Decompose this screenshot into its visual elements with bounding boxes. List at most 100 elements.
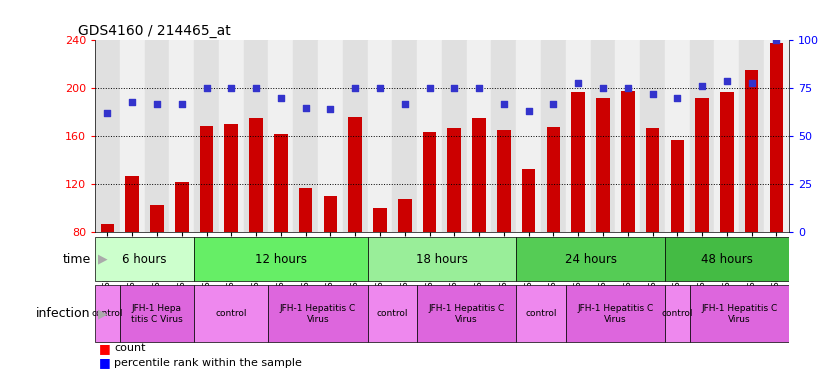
Point xyxy=(497,101,510,107)
Bar xyxy=(126,176,139,232)
Bar xyxy=(417,40,442,232)
Bar xyxy=(665,40,690,232)
Text: ▶: ▶ xyxy=(94,308,107,320)
Bar xyxy=(467,40,491,232)
Bar xyxy=(95,237,194,281)
Text: count: count xyxy=(114,343,145,353)
Bar xyxy=(566,40,591,232)
Bar xyxy=(621,91,634,232)
Bar xyxy=(175,182,188,232)
Bar xyxy=(640,40,665,232)
Point xyxy=(101,110,114,116)
Bar xyxy=(596,98,610,232)
Point xyxy=(695,83,709,89)
Point xyxy=(547,101,560,107)
Bar xyxy=(714,40,739,232)
Text: 48 hours: 48 hours xyxy=(701,253,752,266)
Bar xyxy=(541,40,566,232)
Text: 6 hours: 6 hours xyxy=(122,253,167,266)
Point xyxy=(373,85,387,91)
Point xyxy=(299,104,312,111)
Bar xyxy=(349,117,362,232)
Point xyxy=(596,85,610,91)
Point xyxy=(671,95,684,101)
Bar xyxy=(120,40,145,232)
Text: JFH-1 Hepatitis C
Virus: JFH-1 Hepatitis C Virus xyxy=(280,304,356,324)
Bar xyxy=(423,131,436,232)
Bar xyxy=(764,40,789,232)
Bar xyxy=(497,130,510,232)
Point xyxy=(150,101,164,107)
Point xyxy=(720,78,733,84)
Bar xyxy=(268,40,293,232)
Bar xyxy=(417,285,516,343)
Text: ■: ■ xyxy=(99,342,111,355)
Bar xyxy=(591,40,615,232)
Text: control: control xyxy=(92,310,123,318)
Point xyxy=(472,85,486,91)
Bar xyxy=(368,285,417,343)
Bar xyxy=(249,118,263,232)
Bar xyxy=(665,237,789,281)
Bar xyxy=(491,40,516,232)
Point xyxy=(200,85,213,91)
Bar xyxy=(516,237,665,281)
Text: GDS4160 / 214465_at: GDS4160 / 214465_at xyxy=(78,25,231,38)
Text: JFH-1 Hepatitis C
Virus: JFH-1 Hepatitis C Virus xyxy=(577,304,653,324)
Point xyxy=(423,85,436,91)
Point xyxy=(448,85,461,91)
Bar xyxy=(194,285,268,343)
Bar xyxy=(219,40,244,232)
Bar xyxy=(770,43,783,232)
Bar xyxy=(95,40,120,232)
Bar xyxy=(368,237,516,281)
Text: 24 hours: 24 hours xyxy=(565,253,616,266)
Point xyxy=(324,106,337,113)
Point xyxy=(745,79,758,86)
Bar xyxy=(472,118,486,232)
Point xyxy=(175,101,188,107)
Bar xyxy=(690,285,789,343)
Bar xyxy=(665,285,690,343)
Text: JFH-1 Hepatitis C
Virus: JFH-1 Hepatitis C Virus xyxy=(701,304,777,324)
Text: ■: ■ xyxy=(99,356,111,369)
Bar xyxy=(225,124,238,232)
Bar xyxy=(516,40,541,232)
Bar xyxy=(720,92,733,232)
Text: control: control xyxy=(662,310,693,318)
Text: 12 hours: 12 hours xyxy=(255,253,306,266)
Point xyxy=(621,85,634,91)
Point xyxy=(225,85,238,91)
Bar xyxy=(343,40,368,232)
Bar xyxy=(194,237,368,281)
Point xyxy=(249,85,263,91)
Bar xyxy=(373,208,387,232)
Bar xyxy=(739,40,764,232)
Bar xyxy=(169,40,194,232)
Bar xyxy=(244,40,268,232)
Bar xyxy=(293,40,318,232)
Text: control: control xyxy=(216,310,247,318)
Bar xyxy=(646,128,659,232)
Text: JFH-1 Hepatitis C
Virus: JFH-1 Hepatitis C Virus xyxy=(429,304,505,324)
Text: 18 hours: 18 hours xyxy=(416,253,468,266)
Point xyxy=(398,101,411,107)
Bar xyxy=(690,40,714,232)
Text: control: control xyxy=(525,310,557,318)
Bar xyxy=(268,285,368,343)
Bar xyxy=(368,40,392,232)
Text: time: time xyxy=(63,253,91,266)
Point xyxy=(349,85,362,91)
Point xyxy=(572,79,585,86)
Bar xyxy=(448,128,461,232)
Point xyxy=(522,108,535,114)
Bar xyxy=(615,40,640,232)
Bar xyxy=(745,70,758,232)
Bar xyxy=(695,98,709,232)
Bar xyxy=(318,40,343,232)
Text: infection: infection xyxy=(36,308,91,320)
Bar xyxy=(547,127,560,232)
Bar xyxy=(120,285,194,343)
Text: ▶: ▶ xyxy=(94,253,107,266)
Bar xyxy=(398,199,411,232)
